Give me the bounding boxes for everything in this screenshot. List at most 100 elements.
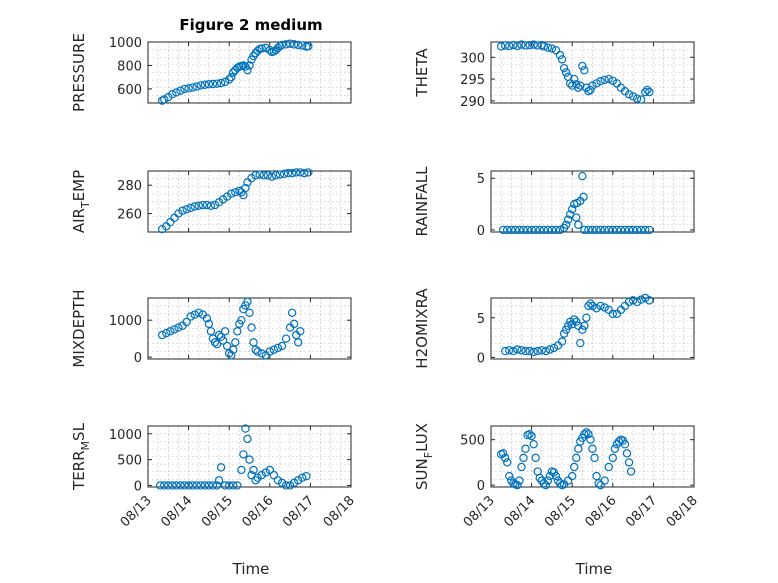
data-point <box>170 325 179 334</box>
data-point <box>515 225 524 235</box>
y-tick-label: 290 <box>460 95 485 110</box>
axes-box <box>490 297 695 360</box>
data-point <box>519 453 528 463</box>
data-point <box>620 225 630 235</box>
data-point <box>212 79 222 88</box>
data-point <box>192 481 201 490</box>
data-point <box>578 325 587 334</box>
data-point <box>168 481 177 490</box>
y-tick-label: 0 <box>134 479 142 494</box>
data-point <box>176 481 185 490</box>
data-point <box>543 43 553 52</box>
data-point <box>498 225 508 235</box>
data-point <box>259 171 268 180</box>
data-point <box>513 41 522 51</box>
data-point <box>572 213 581 222</box>
data-point <box>624 90 634 99</box>
data-point <box>624 297 634 307</box>
data-point <box>641 293 650 303</box>
data-point <box>600 75 609 85</box>
data-point <box>505 41 514 51</box>
axes-box <box>490 425 695 488</box>
data-point <box>517 462 526 472</box>
data-point <box>622 449 632 458</box>
x-tick-label: 08/15 <box>199 493 236 530</box>
data-point <box>509 40 518 50</box>
data-point <box>251 476 260 485</box>
axes-box <box>147 41 352 104</box>
data-point <box>216 463 226 472</box>
data-point <box>527 225 536 235</box>
subplot-h2omixra: 0 5 H2OMIXRA <box>413 288 695 369</box>
data-point <box>580 321 589 330</box>
data-point <box>237 465 246 475</box>
data-point <box>261 43 270 53</box>
data-point <box>555 50 565 60</box>
data-point <box>212 340 222 349</box>
data-point <box>196 481 205 490</box>
data-point <box>243 434 252 444</box>
y-label-main: RAINFALL <box>413 166 431 237</box>
data-point <box>265 46 274 55</box>
data-point <box>543 225 553 235</box>
y-label-rest: SL <box>70 422 88 441</box>
x-tick-label: 08/13 <box>118 493 155 530</box>
data-point <box>198 200 208 210</box>
data-point <box>584 225 593 235</box>
data-point <box>227 72 236 82</box>
data-point <box>600 476 609 485</box>
data-point <box>584 429 593 439</box>
data-point <box>164 481 173 490</box>
data-point <box>592 471 601 481</box>
data-point <box>210 338 220 347</box>
data-point <box>196 81 205 90</box>
y-tick-label: 0 <box>477 224 485 239</box>
data-point <box>592 225 601 235</box>
data-point <box>281 334 291 343</box>
y-tick-label: 0 <box>477 479 485 494</box>
y-tick-label: 0 <box>477 351 485 366</box>
data-point <box>572 317 581 326</box>
data-point <box>208 481 218 490</box>
data-point <box>628 92 638 101</box>
data-point <box>174 323 183 332</box>
axes-box <box>490 41 695 104</box>
data-point <box>233 327 242 336</box>
subplot-sun_flux: 08/13 08/14 08/15 08/16 08/17 08/18 0 500 SUNFLU… <box>413 423 701 530</box>
data-point <box>568 319 577 329</box>
data-point <box>194 201 203 210</box>
data-point <box>212 481 222 490</box>
data-point <box>576 338 585 348</box>
data-point <box>505 471 514 481</box>
data-point <box>561 325 571 334</box>
data-point <box>529 347 538 357</box>
data-point <box>645 87 654 97</box>
data-point <box>626 467 636 476</box>
data-point <box>289 319 299 329</box>
data-point <box>267 172 277 181</box>
data-point <box>604 462 613 472</box>
data-point <box>186 312 195 321</box>
figure-title: Figure 2 medium <box>179 16 322 34</box>
data-point <box>172 88 181 97</box>
data-point <box>253 347 262 356</box>
data-point <box>537 346 546 355</box>
data-point <box>637 95 646 104</box>
data-point <box>592 79 601 88</box>
data-point <box>251 345 260 354</box>
data-point <box>519 225 528 235</box>
data-point <box>513 345 522 354</box>
data-point <box>496 42 506 51</box>
data-point <box>289 40 299 49</box>
data-point <box>275 170 285 179</box>
data-point <box>610 444 620 453</box>
y-label-sub: T <box>79 201 92 209</box>
data-point <box>596 301 605 311</box>
data-point <box>645 296 654 305</box>
data-point <box>251 171 260 180</box>
data-point <box>551 471 561 481</box>
data-point <box>505 346 514 355</box>
data-point <box>275 41 285 51</box>
data-point <box>233 481 242 490</box>
